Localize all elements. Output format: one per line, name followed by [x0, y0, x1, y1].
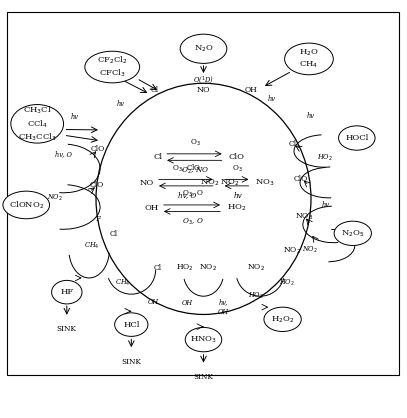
Text: H$_2$O
CH$_4$: H$_2$O CH$_4$	[299, 48, 319, 70]
Ellipse shape	[11, 104, 63, 143]
Text: CF$_2$Cl$_2$
CFCl$_3$: CF$_2$Cl$_2$ CFCl$_3$	[97, 55, 127, 79]
Ellipse shape	[3, 191, 50, 219]
Text: CH$_3$Cl
CCl$_4$
CH$_3$CCl$_3$: CH$_3$Cl CCl$_4$ CH$_3$CCl$_3$	[18, 105, 57, 143]
Text: hv: hv	[116, 100, 125, 108]
Ellipse shape	[180, 34, 227, 64]
Text: NO$_2$: NO$_2$	[47, 193, 63, 203]
Text: hv: hv	[307, 112, 315, 120]
Text: O$_3$: O$_3$	[232, 163, 243, 174]
Text: OH: OH	[245, 86, 258, 94]
Text: hv, O: hv, O	[55, 150, 72, 158]
Ellipse shape	[185, 327, 222, 352]
Text: HF: HF	[60, 288, 73, 296]
Text: NO: NO	[140, 178, 154, 186]
Text: HOCl: HOCl	[345, 134, 368, 142]
Text: O$_2$, NO: O$_2$, NO	[181, 166, 210, 176]
Text: NO$_2$: NO$_2$	[302, 245, 318, 255]
Text: hv: hv	[321, 201, 329, 209]
Text: HO$_2$: HO$_2$	[248, 291, 264, 301]
Text: Cl: Cl	[153, 153, 162, 161]
Text: NO$_2$: NO$_2$	[199, 263, 217, 273]
Ellipse shape	[334, 221, 372, 245]
Text: HO$_2$: HO$_2$	[176, 263, 194, 273]
Text: N$_2$O$_5$: N$_2$O$_5$	[341, 228, 365, 239]
Text: O$_3$, O: O$_3$, O	[182, 189, 204, 199]
Text: ClO: ClO	[90, 181, 104, 189]
Text: H$_2$O$_2$: H$_2$O$_2$	[271, 314, 294, 324]
Text: Cl: Cl	[109, 230, 118, 238]
Text: ClONO$_2$: ClONO$_2$	[9, 199, 44, 211]
Text: hv, O: hv, O	[178, 191, 196, 199]
Ellipse shape	[264, 307, 301, 331]
Text: HO$_2$: HO$_2$	[227, 203, 247, 214]
Ellipse shape	[52, 280, 82, 304]
Text: NO$_3$: NO$_3$	[256, 177, 275, 188]
Text: hv,
OH: hv, OH	[217, 298, 229, 316]
Text: OH: OH	[147, 298, 158, 306]
Text: F: F	[95, 215, 101, 223]
Text: HCl: HCl	[123, 321, 140, 329]
Text: CH$_4$: CH$_4$	[115, 278, 130, 288]
Ellipse shape	[284, 43, 333, 75]
Text: hv: hv	[71, 112, 79, 120]
Text: NO$_2$: NO$_2$	[200, 177, 220, 188]
Ellipse shape	[96, 83, 311, 314]
Text: Cl: Cl	[154, 264, 162, 272]
FancyBboxPatch shape	[7, 12, 399, 375]
Text: OH: OH	[182, 299, 193, 307]
Ellipse shape	[115, 313, 148, 336]
Text: NO: NO	[197, 86, 210, 94]
Text: OH: OH	[144, 204, 159, 212]
Text: Cl: Cl	[289, 140, 297, 148]
Text: hv: hv	[233, 191, 242, 199]
Text: hv: hv	[268, 95, 276, 104]
Text: HNO$_3$: HNO$_3$	[190, 334, 217, 345]
Text: NO$_2$: NO$_2$	[220, 177, 239, 188]
Ellipse shape	[85, 51, 140, 83]
Text: NO$_3$: NO$_3$	[295, 211, 313, 222]
Text: HO$_2$: HO$_2$	[317, 153, 333, 163]
Text: SINK: SINK	[194, 373, 213, 381]
Text: ClO: ClO	[294, 175, 308, 183]
Text: ClO: ClO	[91, 145, 105, 153]
Ellipse shape	[339, 126, 375, 150]
Text: SINK: SINK	[57, 325, 77, 334]
Text: O$_3$: O$_3$	[190, 138, 201, 148]
Text: O$_3$, ClO: O$_3$, ClO	[172, 163, 201, 174]
Text: NO$_2$: NO$_2$	[283, 245, 301, 256]
Text: Cl: Cl	[151, 86, 159, 94]
Text: CH$_4$: CH$_4$	[84, 241, 100, 251]
Text: N$_2$O: N$_2$O	[194, 43, 213, 54]
Text: ClO: ClO	[229, 153, 245, 161]
Text: O($^1$D): O($^1$D)	[193, 74, 214, 86]
Text: SINK: SINK	[121, 358, 141, 366]
Text: NO$_2$: NO$_2$	[247, 263, 265, 273]
Text: O$_3$, O: O$_3$, O	[182, 217, 204, 227]
Text: HO$_2$: HO$_2$	[279, 278, 295, 288]
